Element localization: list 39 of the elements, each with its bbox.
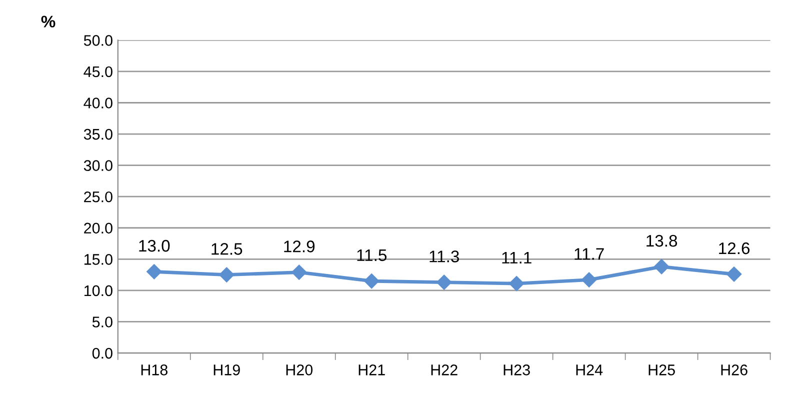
y-tick-label: 0.0 bbox=[92, 348, 112, 359]
x-tick-label: H25 bbox=[648, 364, 675, 376]
point bbox=[219, 267, 234, 282]
data-label: 11.3 bbox=[430, 250, 459, 262]
y-tick-label: 25.0 bbox=[84, 191, 112, 202]
x-tick-label: H18 bbox=[141, 364, 168, 376]
data-label: 11.7 bbox=[574, 248, 604, 260]
x-tick-label: H23 bbox=[504, 364, 530, 376]
y-tick-label: 30.0 bbox=[84, 160, 112, 171]
data-label: 12.9 bbox=[284, 240, 315, 252]
data-label: 13.8 bbox=[646, 234, 678, 247]
y-tick-label: 10.0 bbox=[84, 285, 112, 296]
y-tick-label: 40.0 bbox=[84, 98, 112, 108]
point bbox=[581, 272, 597, 288]
point bbox=[654, 259, 670, 274]
point bbox=[509, 276, 524, 292]
y-tick-label: 5.0 bbox=[92, 316, 112, 328]
y-axis-title: % bbox=[41, 16, 56, 28]
data-label: 12.5 bbox=[212, 243, 242, 255]
point bbox=[146, 264, 162, 280]
x-tick-label: H26 bbox=[721, 364, 748, 376]
x-tick-label: H19 bbox=[214, 364, 240, 376]
point bbox=[364, 273, 380, 289]
x-tick-label: H20 bbox=[286, 364, 313, 376]
y-tick-label: 45.0 bbox=[84, 66, 112, 78]
data-label: 12.6 bbox=[719, 242, 750, 254]
data-label: 11.5 bbox=[357, 249, 387, 262]
x-tick-label: H21 bbox=[358, 364, 385, 376]
y-tick-label: 15.0 bbox=[84, 254, 112, 265]
point bbox=[292, 264, 307, 280]
point bbox=[436, 274, 452, 290]
y-tick-label: 35.0 bbox=[84, 128, 112, 140]
data-label: 11.1 bbox=[502, 252, 532, 264]
x-tick-label: H22 bbox=[431, 364, 458, 376]
data-label: 13.0 bbox=[139, 240, 170, 252]
y-tick-label: 20.0 bbox=[84, 222, 112, 234]
x-tick-label: H24 bbox=[576, 364, 603, 376]
point bbox=[726, 266, 742, 282]
y-tick-label: 50.0 bbox=[84, 35, 112, 46]
